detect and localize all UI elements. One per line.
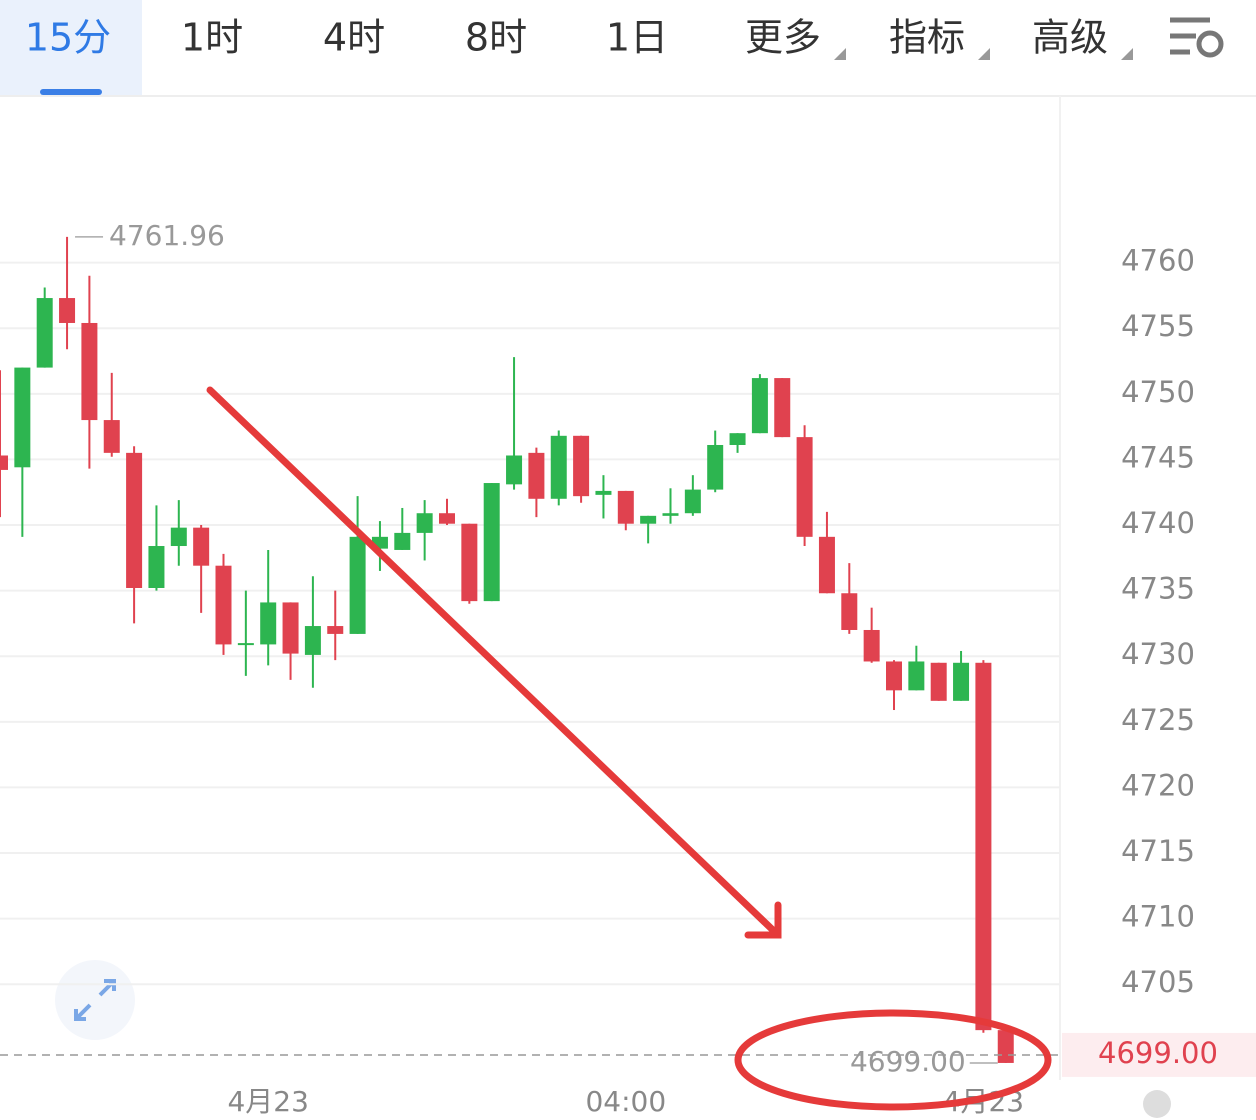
candle-body [662, 513, 679, 516]
candle-body [349, 536, 366, 634]
y-tick-label: 4715 [1121, 834, 1195, 868]
tab[interactable]: 15分 [25, 16, 111, 60]
active-tab-bg [0, 0, 142, 95]
candle-body [371, 536, 388, 549]
y-tick-label: 4710 [1121, 900, 1195, 934]
x-tick-label: 04:00 [585, 1085, 666, 1118]
candle-body [796, 437, 813, 537]
candle-body [260, 602, 277, 645]
expand-icon [74, 979, 116, 1021]
y-tick-label: 4735 [1121, 572, 1195, 606]
candle-body [506, 455, 523, 485]
candle-body [818, 536, 835, 594]
x-tick-label: 4月23 [227, 1085, 308, 1118]
candle-body [394, 532, 411, 550]
icon-gear [1196, 30, 1224, 58]
tab[interactable]: 4时 [323, 16, 385, 60]
dropdown-arrow [1121, 48, 1133, 60]
candle-body [930, 662, 947, 701]
low-annotation: 4699.00 [850, 1045, 966, 1078]
y-tick-label: 4730 [1121, 637, 1195, 671]
plot [0, 236, 1060, 1064]
active-tab-indicator [40, 89, 102, 95]
candle-body [751, 378, 768, 434]
candle-body [640, 515, 657, 524]
candle-body [908, 661, 925, 691]
dropdown-arrow [978, 48, 990, 60]
candle-body [617, 490, 634, 524]
candle-body [103, 420, 120, 453]
candle-body [81, 322, 98, 421]
y-tick-label: 4745 [1121, 440, 1195, 474]
candle-body [282, 602, 299, 654]
expand-bg [55, 960, 135, 1040]
dropdown-arrow [834, 48, 846, 60]
y-tick-label: 4725 [1121, 703, 1195, 737]
candle-body [59, 298, 76, 323]
candle-body [528, 452, 545, 499]
candle-body [863, 629, 880, 662]
candle-body [304, 626, 321, 655]
tab[interactable]: 指标 [889, 16, 965, 60]
settings-icon[interactable] [1170, 17, 1224, 58]
candle-body [36, 298, 53, 368]
y-tick-label: 4750 [1121, 375, 1195, 409]
candle-body [886, 661, 902, 691]
tab[interactable]: 更多 [745, 16, 821, 60]
tab[interactable]: 1时 [181, 16, 243, 60]
candle-body [327, 626, 344, 634]
y-tick-label: 4705 [1121, 965, 1195, 999]
drawn-arrow [206, 386, 782, 939]
candle-body [729, 433, 746, 445]
candle-body [483, 483, 500, 602]
tab[interactable]: 8时 [465, 16, 527, 60]
y-tick-label: 4720 [1121, 768, 1195, 802]
candle-body [707, 444, 724, 490]
candle-body [416, 513, 433, 533]
candle-body [975, 662, 992, 1031]
user-annotation [206, 386, 1052, 1111]
candle-body [684, 489, 701, 514]
current-price-box [1062, 1032, 1256, 1077]
candle-body [193, 527, 210, 566]
tab[interactable]: 1日 [606, 16, 668, 60]
tab[interactable]: 高级 [1032, 16, 1108, 60]
candle-body [953, 662, 970, 701]
current-price-label: 4699.00 [1098, 1036, 1218, 1070]
candle-body [148, 546, 165, 588]
axis: 4705 4710 4715 4720 4725 4730 4735 4740 4745 4750… [0, 219, 1256, 1118]
toolbar: 15分 1时 4时 8时 1日 更多 指标 高级 [25, 16, 1108, 60]
candle-body [14, 367, 31, 468]
dropdown-arrows [834, 48, 1133, 60]
y-tick-label: 4740 [1121, 506, 1195, 540]
candle-body [170, 527, 187, 547]
candle-body [126, 452, 143, 588]
candle-body [461, 523, 478, 602]
candle-body [237, 643, 254, 646]
drawn-circle [734, 1009, 1052, 1111]
candle-body [841, 593, 858, 630]
candle-body [0, 455, 8, 470]
candle-body [439, 513, 455, 524]
candle-body [774, 378, 791, 438]
candle-body [595, 490, 612, 495]
candle-body [215, 565, 232, 645]
y-tick-label: 4760 [1121, 244, 1195, 278]
candle-body [997, 1030, 1014, 1063]
candle-body [573, 435, 590, 497]
scroll-button[interactable] [1143, 1090, 1171, 1118]
expand-button[interactable] [55, 960, 135, 1040]
high-annotation: 4761.96 [109, 219, 225, 252]
y-tick-label: 4755 [1121, 309, 1195, 343]
candle-body [550, 435, 567, 499]
